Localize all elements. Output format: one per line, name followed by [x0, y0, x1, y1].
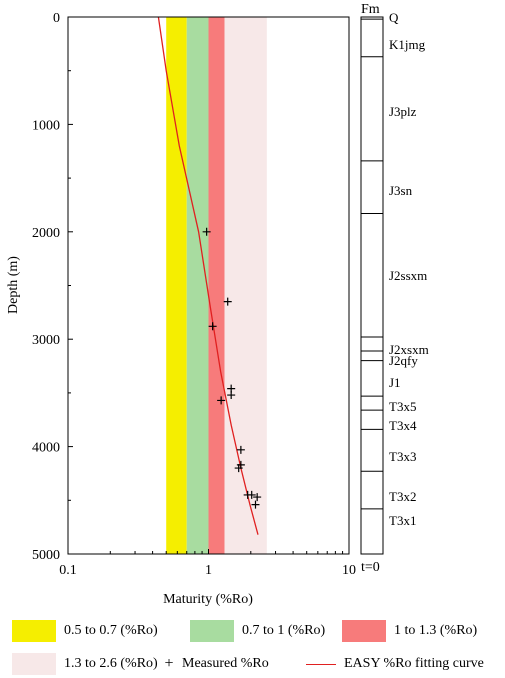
- band-0: [166, 17, 187, 554]
- x-axis-label: Maturity (%Ro): [163, 592, 253, 607]
- legend-label: 0.7 to 1 (%Ro): [242, 623, 326, 638]
- y-axis-label: Depth (m): [6, 256, 21, 314]
- formation-label: T3x4: [389, 418, 417, 433]
- formation-label: J3sn: [389, 183, 413, 198]
- formation-label: T3x3: [389, 449, 416, 464]
- y-tick-label-4: 4000: [32, 441, 60, 456]
- measured-point-11: [253, 493, 262, 502]
- formation-column-frame: [360, 16, 384, 555]
- y-tick-label-2: 2000: [32, 226, 60, 241]
- measured-point-10: [247, 490, 256, 499]
- legend-swatch-red: [342, 620, 386, 642]
- x-tick-label-0: 0.1: [59, 563, 77, 578]
- legend-item-band-1.3-2.6: 1.3 to 2.6 (%Ro): [12, 651, 158, 677]
- band-2: [208, 17, 225, 554]
- legend-label: 1.3 to 2.6 (%Ro): [64, 656, 158, 671]
- legend-label: Measured %Ro: [182, 656, 269, 671]
- measured-point-1: [223, 297, 232, 306]
- y-tick-label-1: 1000: [32, 118, 60, 133]
- y-tick-label-3: 3000: [32, 333, 60, 348]
- plus-marker-icon: +: [164, 655, 174, 672]
- formation-label: J2qfy: [389, 353, 418, 368]
- fitting-curve-layer: [157, 16, 259, 535]
- formation-label: T3x1: [389, 513, 416, 528]
- legend-swatch-green: [190, 620, 234, 642]
- x-tick-label-2: 10: [342, 563, 356, 578]
- formation-column-footer: t=0: [361, 560, 380, 575]
- legend-item-band-0.5-0.7: 0.5 to 0.7 (%Ro): [12, 618, 158, 644]
- y-tick-label-5: 5000: [32, 548, 60, 563]
- legend-item-measured: + Measured %Ro: [162, 651, 269, 677]
- legend-swatch-pink: [12, 653, 56, 675]
- red-line-icon: [306, 663, 336, 665]
- legend-label: 0.5 to 0.7 (%Ro): [64, 623, 158, 638]
- formation-label: T3x5: [389, 399, 416, 414]
- measured-points-layer: [202, 227, 262, 509]
- legend-item-fitting-curve: EASY %Ro fitting curve: [306, 651, 484, 677]
- formation-label: J2ssxm: [389, 268, 427, 283]
- legend-label: 1 to 1.3 (%Ro): [394, 623, 478, 638]
- formation-column-header: Fm: [361, 2, 380, 17]
- measured-point-12: [251, 500, 260, 509]
- legend-item-band-1-1.3: 1 to 1.3 (%Ro): [342, 618, 477, 644]
- legend-swatch-yellow: [12, 620, 56, 642]
- x-tick-label-1: 1: [205, 563, 212, 578]
- band-3: [224, 17, 267, 554]
- measured-point-0: [202, 227, 211, 236]
- formation-label: J1: [389, 375, 401, 390]
- measured-point-8: [234, 464, 243, 473]
- legend-label: EASY %Ro fitting curve: [344, 656, 484, 671]
- legend-item-band-0.7-1: 0.7 to 1 (%Ro): [190, 618, 325, 644]
- maturity-bands: [166, 17, 267, 554]
- measured-point-6: [236, 445, 245, 454]
- formation-label: K1jmg: [389, 37, 426, 52]
- measured-point-4: [227, 391, 236, 400]
- band-1: [186, 17, 209, 554]
- measured-point-2: [208, 322, 217, 331]
- formation-label: Q: [389, 10, 399, 25]
- formation-label: J2xsxm: [389, 342, 429, 357]
- y-tick-label-0: 0: [53, 11, 60, 26]
- formation-label: T3x2: [389, 489, 416, 504]
- measured-point-5: [217, 396, 226, 405]
- fitting-curve-line: [157, 16, 259, 535]
- formation-label: J3plz: [389, 104, 417, 119]
